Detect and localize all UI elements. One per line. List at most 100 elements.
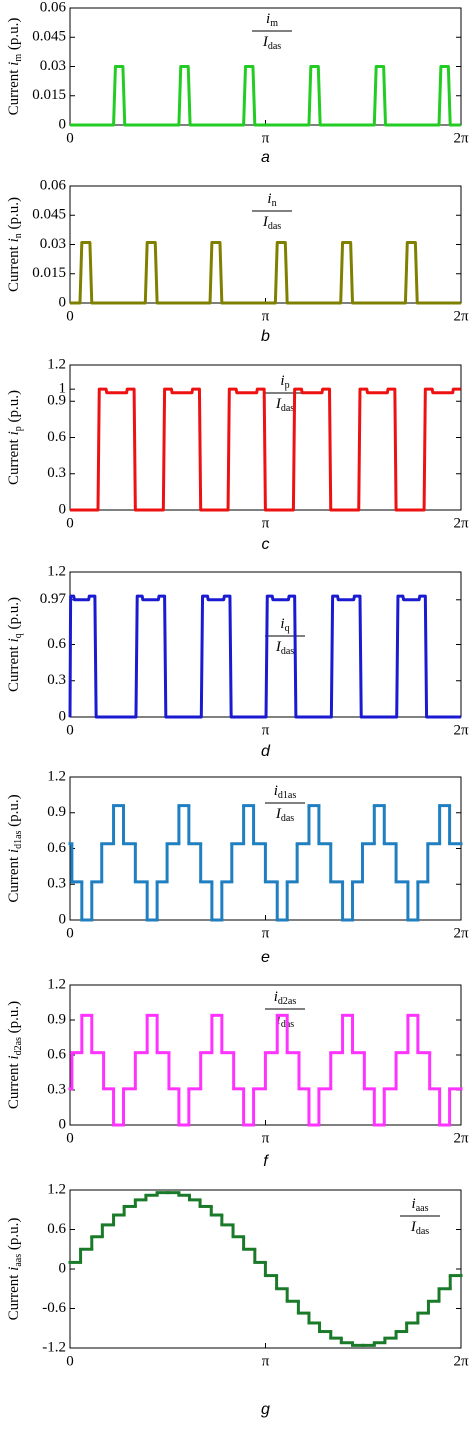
y-tick-label: 0.97: [40, 591, 67, 607]
x-tick-label: π: [262, 925, 270, 941]
x-tick-label: 2π: [453, 722, 469, 738]
y-label-var: i: [6, 638, 22, 642]
y-label-var: i: [6, 849, 22, 853]
x-tick-label: 2π: [453, 515, 469, 531]
x-tick-label: π: [262, 722, 270, 738]
x-tick-label: 2π: [453, 925, 469, 941]
y-tick-label: 0: [59, 116, 67, 132]
y-tick-label: 0.3: [47, 1081, 66, 1097]
annotation-sub: p: [285, 380, 290, 391]
annotation-sub: das: [416, 1226, 429, 1237]
annotation-var: i: [274, 989, 278, 1005]
y-label-var: i: [6, 1055, 22, 1059]
annotation-denominator: Idas: [262, 34, 281, 52]
y-tick-label: 0.015: [32, 265, 66, 281]
y-label-sub: d2as: [13, 1037, 24, 1055]
y-label-var: i: [6, 238, 22, 242]
annotation-numerator: iaas: [412, 1196, 429, 1214]
y-tick-label: 0: [59, 708, 67, 724]
y-label-unit: (p.u.): [6, 1001, 22, 1034]
y-tick-label: 0: [59, 911, 67, 927]
annotation-numerator: im: [266, 11, 278, 29]
annotation-denominator: Idas: [275, 639, 294, 657]
annotation-var: I: [275, 806, 282, 822]
y-label-sub: n: [13, 233, 24, 238]
y-tick-label: 0.015: [32, 87, 66, 103]
y-label-var: i: [6, 431, 22, 435]
annotation-sub: d1as: [278, 790, 296, 801]
y-tick-label: 0.6: [47, 840, 66, 856]
y-axis-label: Current iq (p.u.): [6, 597, 24, 692]
y-label-sub: p: [13, 426, 24, 431]
y-label-text: Current: [6, 645, 22, 692]
x-tick-label: π: [262, 1130, 270, 1146]
x-tick-label: 2π: [453, 1353, 469, 1369]
y-tick-label: 0.6: [47, 636, 66, 652]
y-tick-label: 0.6: [47, 429, 66, 445]
y-label-sub: m: [13, 54, 24, 62]
y-label-text: Current: [6, 856, 22, 903]
y-axis-label: Current ip (p.u.): [6, 390, 24, 485]
y-tick-label: -1.2: [42, 1339, 66, 1355]
panel-caption: a: [261, 149, 270, 166]
panel-caption: e: [261, 949, 270, 966]
y-tick-label: -0.6: [42, 1300, 66, 1316]
x-tick-label: π: [262, 1353, 270, 1369]
y-label-text: Current: [6, 1274, 22, 1321]
y-tick-label: 0: [59, 294, 67, 310]
y-tick-label: 1.2: [47, 356, 66, 372]
x-tick-label: π: [262, 130, 270, 146]
annotation-sub: m: [270, 18, 278, 29]
y-label-unit: (p.u.): [6, 18, 22, 51]
waveform: [70, 387, 461, 512]
annotation-sub: aas: [416, 1203, 429, 1214]
panel-caption: c: [262, 536, 270, 553]
y-label-var: i: [6, 62, 22, 66]
y-label-unit: (p.u.): [6, 597, 22, 630]
annotation-denominator: Idas: [262, 214, 281, 232]
y-tick-label: 0.9: [47, 1011, 66, 1027]
waveform: [70, 65, 461, 127]
y-tick-label: 1.2: [47, 1181, 66, 1197]
panel-caption: d: [261, 743, 271, 760]
plot-frame: [69, 185, 462, 304]
panel-caption: g: [261, 1401, 270, 1418]
annotation-numerator: id1as: [274, 783, 297, 801]
annotation-numerator: in: [267, 191, 276, 209]
y-label-unit: (p.u.): [6, 1218, 22, 1251]
x-tick-label: 0: [66, 308, 74, 324]
y-axis-label: Current iaas (p.u.): [6, 1218, 24, 1321]
y-axis-label: Current id2as (p.u.): [6, 1001, 24, 1109]
y-tick-label: 0.045: [32, 29, 66, 45]
y-tick-label: 0.6: [47, 1221, 66, 1237]
x-tick-label: π: [262, 515, 270, 531]
x-tick-label: π: [262, 308, 270, 324]
y-tick-label: 0: [59, 501, 67, 517]
x-tick-label: 0: [66, 722, 74, 738]
y-tick-label: 0.3: [47, 465, 66, 481]
annotation-var: I: [410, 1219, 417, 1235]
annotation-sub: das: [281, 813, 294, 824]
y-tick-label: 0.3: [47, 876, 66, 892]
y-label-text: Current: [6, 245, 22, 292]
y-label-text: Current: [6, 1063, 22, 1110]
annotation-var: i: [267, 191, 271, 207]
annotation-numerator: iq: [280, 616, 289, 634]
y-label-unit: (p.u.): [6, 197, 22, 230]
y-tick-label: 1.2: [47, 563, 66, 579]
y-axis-label: Current in (p.u.): [6, 197, 24, 292]
y-tick-label: 1.2: [47, 976, 66, 992]
y-axis-label: Current id1as (p.u.): [6, 794, 24, 902]
x-tick-label: 0: [66, 130, 74, 146]
waveform: [68, 594, 461, 719]
y-label-sub: d1as: [13, 830, 24, 848]
x-tick-label: 2π: [453, 308, 469, 324]
y-tick-label: 0.03: [40, 58, 66, 74]
x-tick-label: 0: [66, 1353, 74, 1369]
y-label-unit: (p.u.): [6, 390, 22, 423]
annotation-var: i: [412, 1196, 416, 1212]
y-tick-label: 0: [59, 1260, 67, 1276]
annotation-sub: das: [281, 403, 294, 414]
x-tick-label: 0: [66, 1130, 74, 1146]
